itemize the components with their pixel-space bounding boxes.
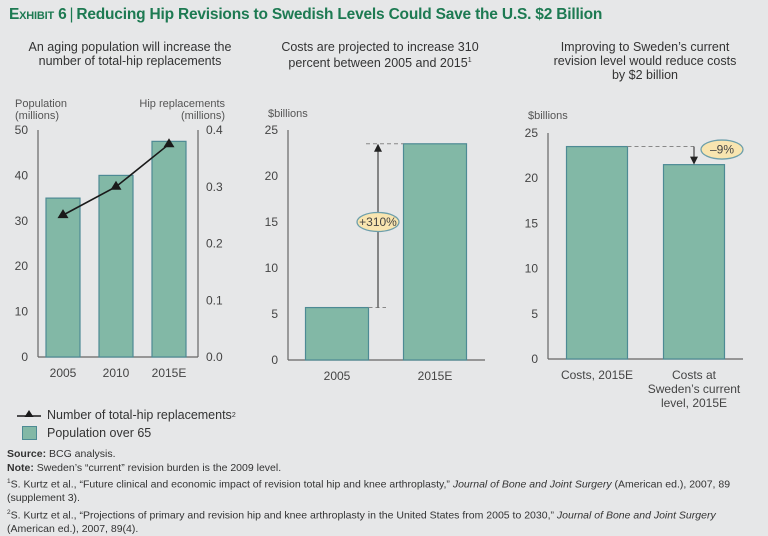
legend-line-label: Number of total-hip replacements [47, 408, 232, 422]
legend-line-footnote: 2 [231, 411, 236, 419]
reference-1-number: 1 [7, 478, 11, 485]
chart3-callout-label: –9% [710, 143, 734, 157]
exhibit-title: Exhibit 6 | Reducing Hip Revisions to Swed… [9, 6, 602, 24]
chart1-y-tick: 30 [15, 214, 29, 228]
chart1-y-tick: 20 [15, 259, 29, 273]
chart3-axis-label: $billions [528, 110, 568, 122]
legend-square-icon [22, 426, 37, 440]
chart3-subtitle: Improving to Sweden’s current revision l… [553, 40, 737, 82]
chart2-x-tick: 2015E [418, 369, 453, 383]
chart3-bar [662, 164, 726, 360]
reference-1-tail: (American ed.), 2007, 89 (supplement 3). [7, 478, 731, 505]
chart2-y-tick: 0 [271, 353, 278, 367]
chart2-arrow-up-icon [374, 143, 382, 152]
chart2-y-tick: 20 [265, 169, 279, 183]
chart3-x-tick: Costs at [672, 368, 717, 382]
exhibit-headline: Reducing Hip Revisions to Swedish Levels… [76, 6, 603, 23]
legend-bar-label: Population over 65 [47, 426, 152, 440]
chart1-x-tick: 2010 [103, 366, 130, 380]
chart1-y2-tick: 0.3 [206, 180, 223, 194]
chart1-y2-tick: 0.2 [206, 237, 223, 251]
chart1-y2-tick: 0.0 [206, 350, 223, 364]
reference-2-text: S. Kurtz et al., “Projections of primary… [10, 509, 557, 521]
chart1-line-marker-triangle [163, 138, 175, 148]
chart3-y-tick: 10 [525, 262, 539, 276]
chart2-callout-label: +310% [359, 215, 397, 229]
chart3-x-tick: level, 2015E [661, 396, 727, 410]
chart2-axis-label: $billions [268, 108, 308, 120]
chart3-callout-badge [700, 139, 744, 160]
chart2-callout-badge [356, 211, 400, 233]
chart2-bar [304, 306, 370, 361]
chart3-y-tick: 20 [525, 171, 539, 185]
chart1-line-marker-triangle [57, 209, 69, 219]
reference-2: 2S. Kurtz et al., “Projections of primar… [7, 506, 757, 536]
chart1-x-tick: 2005 [50, 366, 77, 380]
chart2-y-tick: 5 [271, 307, 278, 321]
chart1-bar [98, 174, 134, 358]
reference-1-journal: Journal of Bone and Joint Surgery [452, 478, 612, 491]
reference-2-tail: (American ed.), 2007, 89(4). [7, 522, 139, 535]
chart1-y2-tick: 0.4 [206, 123, 223, 137]
chart1-right-axis-label: Hip replacements (millions) [139, 98, 225, 122]
chart1-y-tick: 50 [15, 123, 29, 137]
chart2-y-tick: 25 [265, 123, 279, 137]
chart1-left-axis-label: Population (millions) [15, 98, 67, 122]
chart1-subtitle: An aging population will increase the nu… [28, 40, 232, 68]
reference-2-number: 2 [7, 508, 11, 516]
note-line: Note: Sweden’s “current” revision burden… [7, 462, 757, 476]
chart3-x-tick: Costs, 2015E [561, 368, 633, 382]
source-line: Source: BCG analysis. [7, 448, 757, 462]
chart3-arrow-down-icon [690, 156, 698, 165]
chart3-x-tick: Sweden’s current [648, 382, 741, 396]
chart2-y-tick: 10 [265, 261, 279, 275]
chart1-x-tick: 2015E [152, 366, 187, 380]
chart1-y-tick: 40 [15, 168, 29, 182]
chart1-y-tick: 0 [21, 350, 28, 364]
source-label: Source: [7, 448, 47, 460]
chart2-subtitle: Costs are projected to increase 310 perc… [280, 40, 480, 70]
reference-2-journal: Journal of Bone and Joint Surgery [556, 509, 716, 521]
reference-1: 1S. Kurtz et al., “Future clinical and e… [7, 475, 757, 506]
chart3-y-tick: 15 [525, 216, 539, 230]
note-text: Sweden’s “current” revision burden is th… [33, 461, 282, 474]
source-text: BCG analysis. [46, 448, 116, 460]
chart2-y-tick: 15 [265, 215, 279, 229]
chart3-bar [565, 145, 629, 360]
chart1-line-marker-triangle [110, 180, 122, 190]
chart3-y-tick: 0 [531, 352, 538, 366]
title-separator: | [69, 6, 74, 23]
chart3-y-tick: 25 [525, 126, 539, 140]
legend-item-bar: Population over 65 [17, 426, 151, 440]
chart3-y-tick: 5 [531, 307, 538, 321]
note-label: Note: [7, 461, 34, 474]
chart2-subtitle-footnote: 1 [467, 57, 472, 64]
chart1-y-tick: 10 [15, 305, 29, 319]
chart1-bar [45, 197, 81, 358]
chart1-bar [151, 140, 187, 358]
line-triangle-icon [17, 410, 41, 417]
reference-1-text: S. Kurtz et al., “Future clinical and ec… [10, 478, 453, 491]
chart2-subtitle-text: Costs are projected to increase 310 perc… [281, 40, 479, 71]
chart1-y2-tick: 0.1 [206, 293, 223, 307]
footnotes: Source: BCG analysis. Note: Sweden’s “cu… [7, 448, 757, 536]
chart2-x-tick: 2005 [324, 369, 351, 383]
chart2-bar [402, 143, 468, 361]
legend-item-line: Number of total-hip replacements 2 [17, 408, 236, 422]
exhibit-number: Exhibit 6 [9, 6, 67, 23]
